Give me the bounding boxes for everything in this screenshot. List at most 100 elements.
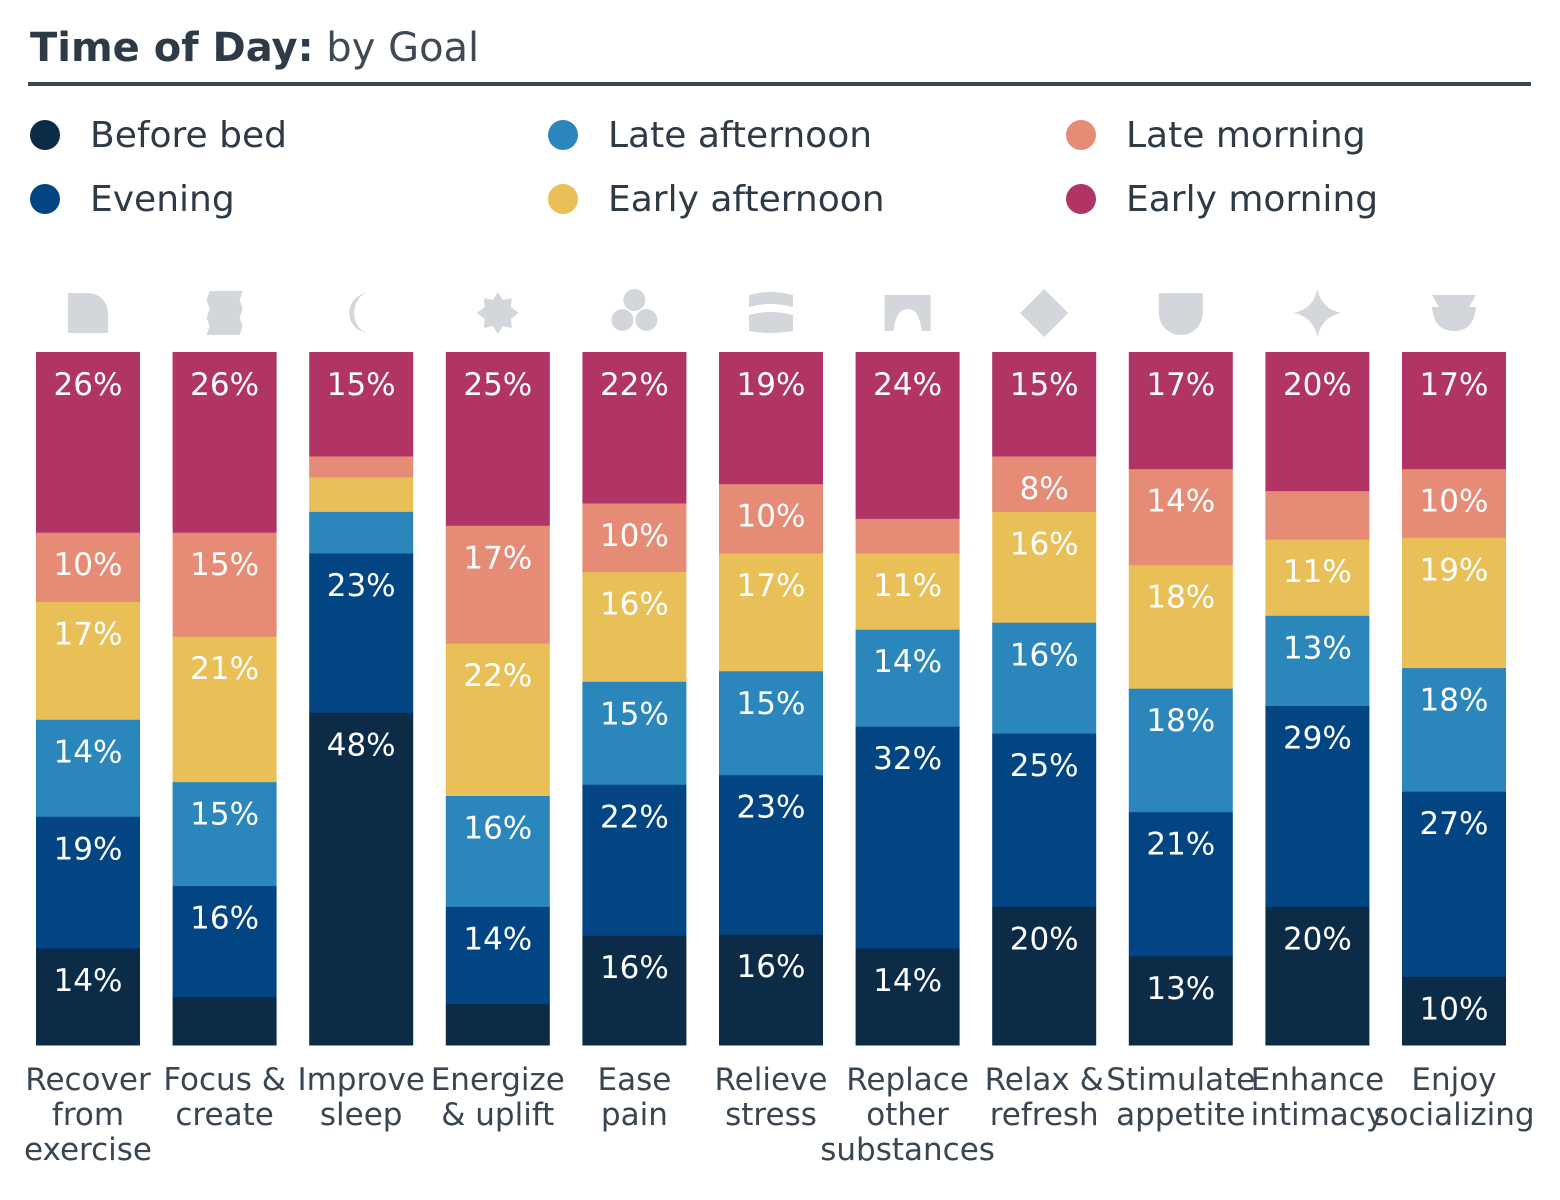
bar-segment [172,532,277,637]
bar-segment [309,552,414,713]
data-label: 20% [1283,921,1352,957]
bar-segment [1128,955,1233,1046]
wavy-rectangle-icon [206,291,243,335]
data-label: 13% [1146,971,1215,1007]
legend-swatch [30,120,60,150]
data-label: 10% [1420,484,1489,520]
category-label: Energize & uplift [431,1062,565,1133]
bar-segment [1128,468,1233,566]
category-label-line: Stimulate [1106,1062,1255,1098]
bar-segment [1265,490,1370,540]
data-label: 22% [463,658,532,694]
crescent-moon-icon [349,293,370,333]
bar-segment [855,552,960,630]
bar-segment [172,636,277,783]
data-label: 14% [873,644,942,680]
category-label-line: Energize [431,1062,565,1098]
bar-segment [582,502,687,573]
data-label: 14% [873,963,942,999]
data-label: 16% [1010,637,1079,673]
category-label-line: Recover [25,1062,151,1098]
legend-item-early-afternoon: Early afternoon [548,174,885,224]
bar-segment [855,518,960,554]
bar-segment [582,681,687,785]
data-label: 27% [1420,806,1489,842]
bar-segment [582,935,687,1046]
data-label: 14% [54,963,123,999]
data-label: 8% [1020,471,1069,507]
bar-segment [445,643,550,797]
bar-segment [855,629,960,727]
data-label: 15% [190,797,259,833]
data-label: 18% [1146,580,1215,616]
data-label: 10% [54,547,123,583]
category-label-line: socializing [1373,1097,1534,1133]
bar-segment [172,996,277,1046]
data-label: 19% [1420,552,1489,588]
data-label: 19% [54,831,123,867]
bar-segment [992,511,1097,623]
bar-segment [1402,976,1506,1046]
data-label: 17% [1420,367,1489,403]
bar-segment [719,774,823,935]
data-label: 15% [190,547,259,583]
bar-segment [1402,468,1506,538]
data-label: 11% [873,568,942,604]
category-label: Relieve stress [715,1062,828,1133]
data-label: 26% [54,367,123,403]
bar-segment [445,525,550,644]
category-label: Ease pain [597,1062,671,1133]
legend-label: Late morning [1126,114,1366,156]
category-label: Stimulate appetite [1106,1062,1255,1133]
data-label: 29% [1283,720,1352,756]
category-label-line: Relax & [985,1062,1104,1098]
data-label: 16% [463,811,532,847]
bar-segment [582,571,687,682]
data-label: 16% [1010,526,1079,562]
data-label: 24% [873,367,942,403]
bar-segment [719,552,823,672]
data-label: 17% [1146,367,1215,403]
cup-icon [1432,295,1476,331]
bar-segment [992,733,1097,907]
bar-segment [1265,352,1370,492]
data-label: 15% [737,686,806,722]
category-label-line: other [866,1097,949,1133]
category-label-line: Ease [597,1062,671,1098]
bar-segment [719,670,823,776]
data-label: 14% [54,734,123,770]
bar-segment [1402,537,1506,669]
chart-title: Time of Day: by Goal [30,22,479,74]
bar-segment [309,352,414,457]
bar-segment [445,1003,550,1046]
shield-icon [1158,293,1203,335]
bar-segment [855,352,960,519]
bar-segment [992,622,1097,734]
legend-swatch [548,120,578,150]
bars-group: 14% 19% 14% 17% 10% 26% 16% 15% 21% 15% 26% 48% 23% 1… [36,352,1506,1046]
bar-segment [582,352,687,504]
bar-segment [309,511,414,554]
sunburst-icon [476,292,519,334]
data-label: 10% [1420,991,1489,1027]
bar-segment [36,532,140,602]
category-label-line: & uplift [441,1097,554,1133]
title-divider [28,82,1531,86]
legend-swatch [548,184,578,214]
bar-segment [1128,352,1233,470]
data-label: 16% [600,950,669,986]
data-label: 16% [190,901,259,937]
bar-segment [992,906,1097,1046]
category-label: Recover from exercise [24,1062,152,1168]
bar-segment [1402,352,1506,470]
data-label: 17% [54,616,123,652]
data-label: 16% [600,587,669,623]
data-label: 20% [1010,921,1079,957]
data-label: 26% [190,367,259,403]
bar-segment [309,476,414,512]
bar-segment [1402,791,1506,977]
legend-swatch [1066,184,1096,214]
data-label: 20% [1283,367,1352,403]
data-label: 18% [1420,683,1489,719]
bar-segment [1128,688,1233,813]
